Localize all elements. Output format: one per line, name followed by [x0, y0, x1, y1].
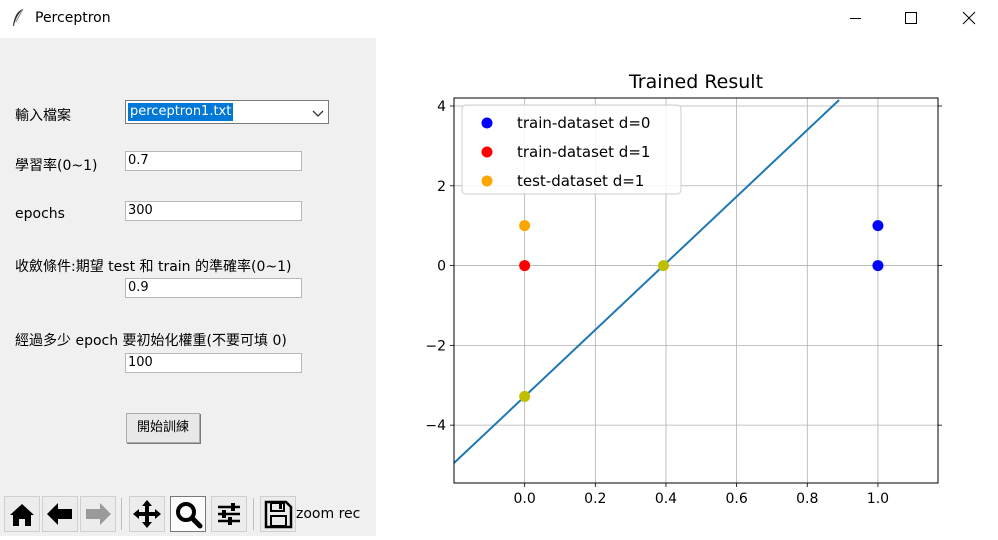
y-tick-label: 0 [437, 259, 446, 275]
x-tick-label: 0.0 [514, 491, 536, 507]
learning-rate-label: 學習率(0~1) [15, 158, 98, 174]
home-button[interactable] [4, 496, 40, 532]
back-arrow-icon [47, 503, 72, 525]
y-tick-label: −4 [425, 418, 446, 434]
legend-label: test-dataset d=1 [517, 172, 644, 190]
intercept-point [519, 390, 531, 402]
reinit-label: 經過多少 epoch 要初始化權重(不要可填 0) [15, 333, 287, 349]
window-title: Perceptron [35, 10, 111, 26]
file-select-value: perceptron1.txt [128, 103, 234, 121]
forward-button[interactable] [80, 496, 116, 532]
control-panel: 輸入檔案 perceptron1.txt 學習率(0~1) 0.7 epochs… [0, 38, 376, 536]
y-tick-label: −2 [425, 338, 446, 354]
legend-box [461, 104, 682, 195]
back-button[interactable] [42, 496, 78, 532]
file-label: 輸入檔案 [15, 108, 71, 124]
subplots-icon [218, 503, 240, 525]
reinit-input[interactable]: 100 [125, 353, 302, 373]
start-training-button[interactable]: 開始訓練 [126, 413, 200, 443]
legend-label: train-dataset d=0 [517, 114, 650, 132]
x-tick-label: 0.2 [584, 491, 606, 507]
minimize-button[interactable] [832, 0, 878, 36]
save-button[interactable] [260, 496, 296, 532]
data-point [519, 260, 531, 272]
pan-button[interactable] [129, 496, 165, 532]
x-tick-label: 1.0 [867, 491, 889, 507]
chevron-down-icon[interactable] [311, 105, 325, 124]
y-tick-label: 4 [437, 99, 446, 115]
legend-marker [481, 117, 493, 129]
legend: train-dataset d=0 train-dataset d=1 test-d… [461, 104, 682, 195]
x-tick-label: 0.4 [655, 491, 677, 507]
chart-title: Trained Result [628, 71, 763, 93]
scatter-chart[interactable]: 0.0 0.2 0.4 0.6 0.8 1.0 4 2 0 −2 −4 Trained Result t… [376, 38, 998, 536]
save-icon [264, 500, 293, 529]
x-tick-label: 0.6 [725, 491, 747, 507]
close-button[interactable] [946, 0, 992, 36]
plot-canvas[interactable]: 0.0 0.2 0.4 0.6 0.8 1.0 4 2 0 −2 −4 Trained Result t… [376, 38, 998, 540]
axes-frame [453, 97, 939, 484]
toolbar-separator [121, 498, 122, 530]
plot-area [454, 99, 884, 464]
toolbar-separator [253, 498, 254, 530]
epochs-label: epochs [15, 206, 65, 222]
intercept-point [657, 260, 669, 272]
legend-label: train-dataset d=1 [517, 143, 650, 161]
convergence-input[interactable]: 0.9 [125, 278, 302, 298]
subplots-button[interactable] [211, 496, 247, 532]
legend-marker [481, 175, 493, 187]
decision-boundary-line [454, 99, 840, 464]
file-select[interactable]: perceptron1.txt [125, 100, 329, 124]
data-point [872, 260, 884, 272]
title-bar: Perceptron [0, 0, 998, 38]
data-point [872, 220, 884, 232]
home-icon [10, 504, 34, 526]
zoom-icon [176, 502, 203, 529]
pan-icon [133, 500, 161, 528]
feather-icon [11, 8, 25, 32]
x-tick-label: 0.8 [796, 491, 818, 507]
learning-rate-input[interactable]: 0.7 [125, 151, 302, 171]
forward-arrow-icon [86, 503, 111, 525]
toolbar-message: zoom rec [296, 506, 361, 522]
zoom-button[interactable] [170, 496, 206, 532]
legend-marker [481, 146, 493, 158]
epochs-input[interactable]: 300 [125, 201, 302, 221]
convergence-label: 收斂條件:期望 test 和 train 的準確率(0~1) [15, 259, 292, 275]
data-point [519, 220, 531, 232]
maximize-button[interactable] [888, 0, 934, 36]
y-tick-label: 2 [437, 179, 446, 195]
